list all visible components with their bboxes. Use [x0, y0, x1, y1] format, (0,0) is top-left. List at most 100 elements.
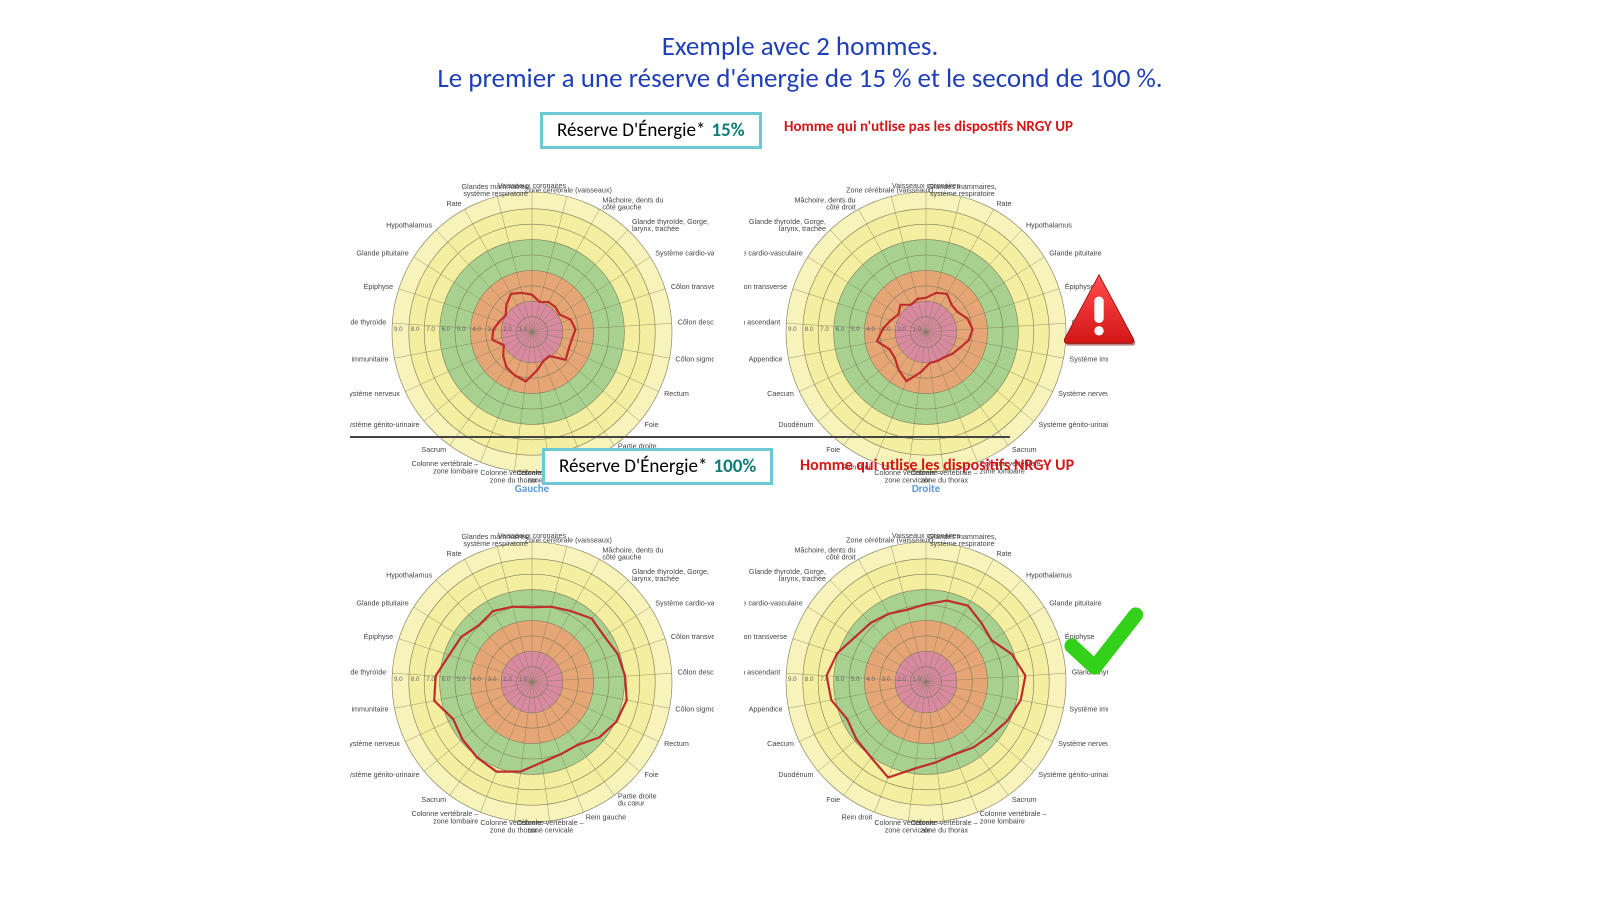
svg-text:Mâchoire, dents ducôté droit: Mâchoire, dents ducôté droit [795, 195, 856, 211]
svg-text:Système génito-urinaire: Système génito-urinaire [350, 420, 420, 429]
svg-text:Côlon transverse: Côlon transverse [671, 282, 714, 291]
svg-text:Rate: Rate [996, 199, 1011, 208]
svg-text:Épiphyse: Épiphyse [364, 282, 394, 291]
warning-icon [1060, 270, 1138, 353]
svg-text:1.0: 1.0 [519, 326, 528, 333]
svg-text:Zone cérébrale (vaisseaux): Zone cérébrale (vaisseaux) [846, 185, 933, 194]
svg-text:5.0: 5.0 [851, 326, 860, 333]
svg-text:6.0: 6.0 [442, 676, 451, 683]
svg-text:Système nerveux: Système nerveux [1058, 739, 1108, 748]
svg-text:Duodénum: Duodénum [778, 420, 813, 429]
svg-text:Côlon descendant: Côlon descendant [678, 668, 714, 677]
svg-text:Sacrum: Sacrum [421, 445, 446, 454]
svg-text:Colonne vertébrale –zone lomba: Colonne vertébrale –zone lombaire [412, 809, 479, 825]
svg-text:Rein droit: Rein droit [841, 813, 872, 822]
svg-text:Foie: Foie [826, 795, 840, 804]
svg-text:Sacrum: Sacrum [1012, 795, 1037, 804]
svg-text:Glandes mammaires,système resp: Glandes mammaires,système respiratoire [462, 532, 530, 548]
svg-text:Système immunitaire: Système immunitaire [350, 704, 389, 713]
svg-text:Système immunitaire: Système immunitaire [1069, 354, 1108, 363]
svg-text:Système génito-urinaire: Système génito-urinaire [350, 770, 420, 779]
svg-text:8.0: 8.0 [805, 326, 814, 333]
svg-text:2.0: 2.0 [897, 676, 906, 683]
svg-text:Appendice: Appendice [749, 354, 783, 363]
svg-text:Hypothalamus: Hypothalamus [1026, 570, 1072, 579]
svg-text:Caecum: Caecum [767, 739, 794, 748]
badge-bottom: Réserve D'Énergie* 100% [542, 448, 773, 485]
svg-text:Foie: Foie [644, 770, 658, 779]
svg-text:Système cardio-vasculaire: Système cardio-vasculaire [744, 599, 803, 608]
svg-text:Côlon descendant: Côlon descendant [678, 318, 714, 327]
svg-text:6.0: 6.0 [836, 676, 845, 683]
svg-text:Côlon sigmoïde: Côlon sigmoïde [675, 704, 714, 713]
svg-text:Glande thyroïde, Gorge,larynx,: Glande thyroïde, Gorge,larynx, trachée [632, 217, 709, 233]
svg-text:Glande thyroïde: Glande thyroïde [350, 668, 386, 677]
svg-text:Glandes mammaires,système resp: Glandes mammaires,système respiratoire [462, 182, 530, 198]
title-line1: Exemple avec 2 hommes. [0, 30, 1600, 63]
svg-text:Système immunitaire: Système immunitaire [1069, 704, 1108, 713]
svg-text:9.0: 9.0 [788, 326, 797, 333]
svg-text:Système cardio-vasculaire: Système cardio-vasculaire [655, 599, 714, 608]
svg-text:Système immunitaire: Système immunitaire [350, 354, 389, 363]
svg-text:Zone cérébrale (vaisseaux): Zone cérébrale (vaisseaux) [525, 185, 612, 194]
svg-text:Glande thyroïde, Gorge,larynx,: Glande thyroïde, Gorge,larynx, trachée [749, 217, 826, 233]
radar-chart: DroiteVaisseaux coronairesGlandes mammai… [744, 500, 1108, 864]
radar-row-bottom: GaucheVaisseaux coronairesZone cérébrale… [350, 500, 1108, 864]
svg-text:Rate: Rate [446, 549, 461, 558]
svg-text:Glande thyroïde: Glande thyroïde [350, 318, 386, 327]
svg-text:Côlon transverse: Côlon transverse [744, 632, 787, 641]
title-line2: Le premier a une réserve d'énergie de 15… [0, 62, 1600, 95]
svg-text:Colonne vertébrale –zone lomba: Colonne vertébrale –zone lombaire [412, 459, 479, 475]
svg-text:Rate: Rate [446, 199, 461, 208]
svg-text:9.0: 9.0 [394, 326, 403, 333]
badge-top: Réserve D'Énergie* 15% [540, 112, 762, 149]
svg-text:Glande pituitaire: Glande pituitaire [356, 599, 408, 608]
svg-text:9.0: 9.0 [788, 676, 797, 683]
svg-text:Duodénum: Duodénum [778, 770, 813, 779]
svg-text:Glande pituitaire: Glande pituitaire [1049, 249, 1101, 258]
svg-text:Mâchoire, dents ducôté gauche: Mâchoire, dents ducôté gauche [602, 545, 663, 561]
svg-text:4.0: 4.0 [472, 676, 481, 683]
svg-text:Glande thyroïde, Gorge,larynx,: Glande thyroïde, Gorge,larynx, trachée [632, 567, 709, 583]
svg-text:4.0: 4.0 [866, 326, 875, 333]
svg-text:Colonne vertébrale –zone lomba: Colonne vertébrale –zone lombaire [980, 809, 1047, 825]
svg-text:1.0: 1.0 [913, 676, 922, 683]
svg-text:Côlon ascendant: Côlon ascendant [744, 318, 780, 327]
svg-text:Zone cérébrale (vaisseaux): Zone cérébrale (vaisseaux) [846, 535, 933, 544]
svg-text:Système cardio-vasculaire: Système cardio-vasculaire [655, 249, 714, 258]
caption-bottom: Homme qui utlise les dispositifs NRGY UP [800, 456, 1074, 475]
side-label: Droite [744, 482, 1108, 495]
svg-text:Glandes mammaires,système resp: Glandes mammaires,système respiratoire [928, 182, 996, 198]
svg-text:Colonne vertébrale –zone du th: Colonne vertébrale –zone du thorax [480, 818, 547, 834]
svg-text:5.0: 5.0 [457, 676, 466, 683]
svg-text:Rate: Rate [996, 549, 1011, 558]
badge-top-value: 15% [711, 119, 744, 142]
svg-text:Glande thyroïde, Gorge,larynx,: Glande thyroïde, Gorge,larynx, trachée [749, 567, 826, 583]
svg-text:2.0: 2.0 [503, 676, 512, 683]
svg-text:1.0: 1.0 [913, 326, 922, 333]
svg-text:Mâchoire, dents ducôté gauche: Mâchoire, dents ducôté gauche [602, 195, 663, 211]
radar-chart: GaucheVaisseaux coronairesZone cérébrale… [350, 500, 714, 864]
svg-text:Hypothalamus: Hypothalamus [386, 570, 432, 579]
svg-text:7.0: 7.0 [426, 326, 435, 333]
check-icon [1062, 600, 1144, 687]
svg-text:Côlon ascendant: Côlon ascendant [744, 668, 780, 677]
svg-text:Caecum: Caecum [767, 389, 794, 398]
svg-text:8.0: 8.0 [411, 326, 420, 333]
svg-text:Rectum: Rectum [664, 739, 689, 748]
svg-text:4.0: 4.0 [866, 676, 875, 683]
svg-text:Système nerveux: Système nerveux [1058, 389, 1108, 398]
svg-text:Zone cérébrale (vaisseaux): Zone cérébrale (vaisseaux) [525, 535, 612, 544]
svg-text:Côlon sigmoïde: Côlon sigmoïde [675, 354, 714, 363]
side-label: Gauche [350, 482, 714, 495]
svg-text:Hypothalamus: Hypothalamus [1026, 220, 1072, 229]
svg-text:Sacrum: Sacrum [421, 795, 446, 804]
svg-text:8.0: 8.0 [805, 676, 814, 683]
svg-text:Foie: Foie [644, 420, 658, 429]
badge-bottom-label: Réserve D'Énergie* [559, 455, 707, 478]
svg-text:Système génito-urinaire: Système génito-urinaire [1038, 420, 1108, 429]
svg-text:Foie: Foie [826, 445, 840, 454]
svg-text:Côlon transverse: Côlon transverse [671, 632, 714, 641]
svg-text:5.0: 5.0 [851, 676, 860, 683]
row-divider [350, 436, 1010, 438]
